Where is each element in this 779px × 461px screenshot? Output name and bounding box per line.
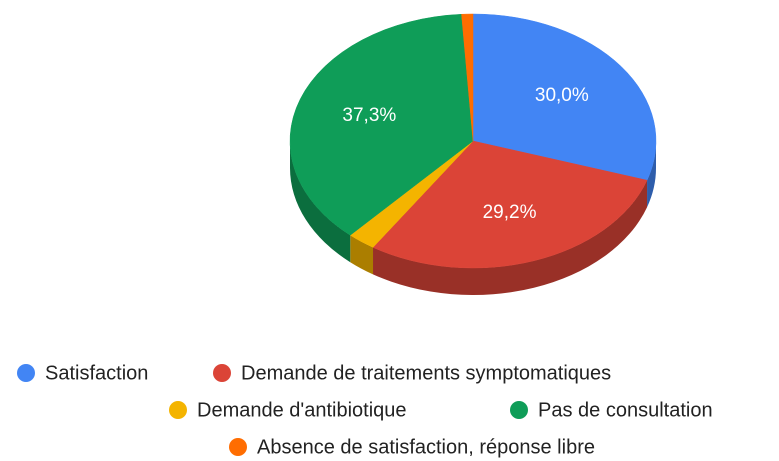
slice <box>289 13 474 236</box>
legend-label: Pas de consultation <box>538 399 713 421</box>
slice-side <box>647 141 656 208</box>
slice <box>372 140 648 269</box>
legend-label: Satisfaction <box>45 362 148 384</box>
legend-label: Demande de traitements symptomatiques <box>241 362 611 384</box>
slice-side <box>350 235 374 275</box>
legend-marker <box>213 364 231 382</box>
slice-side <box>290 141 351 263</box>
data-label: 37,3% <box>342 105 396 126</box>
legend-marker <box>17 364 35 382</box>
data-label: 29,2% <box>483 202 537 223</box>
legend-marker <box>229 438 247 456</box>
slice <box>472 13 657 181</box>
legend-marker <box>510 401 528 419</box>
legend-label: Demande d'antibiotique <box>197 399 407 421</box>
data-label: 30,0% <box>535 85 589 106</box>
legend-label: Absence de satisfaction, réponse libre <box>257 436 595 458</box>
slice <box>461 13 474 142</box>
legend-marker <box>169 401 187 419</box>
